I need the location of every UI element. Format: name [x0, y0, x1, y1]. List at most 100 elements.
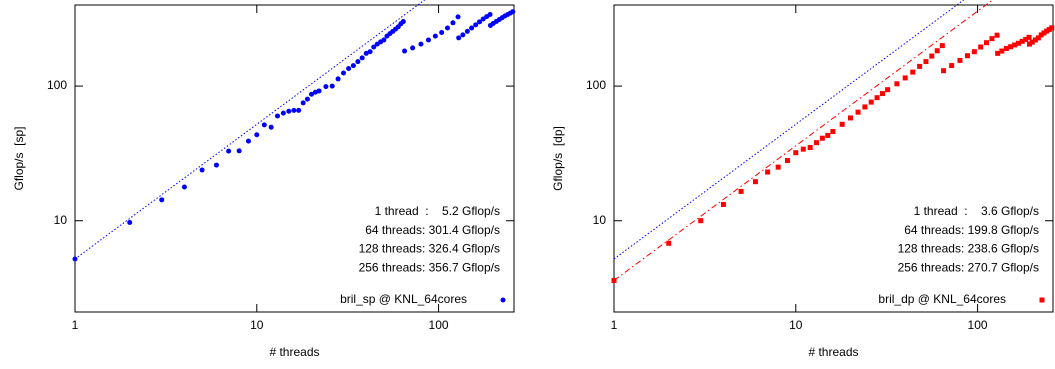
legend-label: bril_sp @ KNL_64cores: [340, 292, 467, 306]
point: [848, 115, 854, 121]
point: [181, 184, 187, 190]
point: [1012, 42, 1018, 48]
y-axis-label: Gflop/s [sp]: [12, 126, 26, 190]
point: [949, 63, 955, 69]
point: [894, 81, 900, 87]
point: [807, 144, 813, 150]
annotation: 1 thread : 3.6 Gflop/s: [914, 204, 1039, 218]
point: [418, 41, 424, 47]
point: [455, 14, 461, 20]
point: [738, 188, 744, 194]
point: [813, 140, 819, 146]
point: [236, 148, 242, 154]
point: [261, 122, 267, 128]
point: [367, 49, 373, 55]
x-tick-label: 10: [250, 318, 264, 332]
point: [341, 70, 347, 76]
annotation: 256 threads: 270.7 Gflop/s: [898, 260, 1039, 274]
point: [839, 121, 845, 127]
point: [1023, 36, 1029, 42]
x-tick-label: 1: [72, 318, 79, 332]
point: [929, 53, 935, 59]
point: [964, 53, 970, 59]
point: [819, 135, 825, 141]
point: [480, 16, 486, 22]
point: [355, 59, 361, 65]
plot-frame: [74, 4, 515, 313]
point: [874, 95, 880, 101]
point: [159, 197, 165, 203]
point: [274, 113, 280, 119]
point: [1016, 40, 1022, 46]
point: [400, 19, 406, 25]
point: [469, 25, 475, 31]
point: [245, 138, 251, 144]
plot-frame: [613, 4, 1054, 313]
point: [127, 220, 133, 226]
point: [1041, 30, 1047, 36]
point: [335, 76, 341, 82]
point: [477, 19, 483, 25]
point: [300, 100, 306, 106]
point: [460, 32, 466, 38]
x-tick-label: 1: [611, 318, 618, 332]
point: [984, 40, 990, 46]
point: [410, 45, 416, 51]
point: [450, 20, 456, 26]
point: [800, 146, 806, 152]
point: [329, 83, 335, 89]
legend-marker: [1039, 297, 1045, 303]
point: [286, 108, 292, 114]
point: [917, 63, 923, 69]
point: [381, 37, 387, 43]
y-axis-label: Gflop/s [dp]: [551, 126, 565, 191]
annotation: 256 threads: 356.7 Gflop/s: [359, 260, 500, 274]
point: [464, 28, 470, 34]
point: [978, 44, 984, 50]
point: [720, 201, 726, 207]
point: [1038, 32, 1044, 38]
point: [1032, 37, 1038, 43]
point: [456, 35, 462, 41]
annotation: 128 threads: 238.6 Gflop/s: [898, 242, 1039, 256]
y-tick-label: 10: [593, 213, 607, 227]
point: [432, 33, 438, 39]
point: [72, 256, 78, 262]
point: [445, 25, 451, 31]
point: [830, 128, 836, 134]
point: [213, 162, 219, 168]
y-tick-label: 100: [586, 78, 606, 92]
point: [350, 63, 356, 69]
point: [1026, 34, 1032, 40]
point: [1026, 41, 1032, 47]
point: [402, 48, 408, 54]
point: [784, 158, 790, 164]
point: [957, 57, 963, 63]
reference-line: [613, 0, 994, 281]
point: [666, 240, 672, 246]
point: [611, 277, 617, 283]
point: [868, 99, 874, 105]
point: [510, 9, 516, 15]
point: [473, 22, 479, 28]
point: [1029, 39, 1035, 45]
point: [994, 32, 1000, 38]
annotation: 1 thread : 5.2 Gflop/s: [375, 204, 500, 218]
legend-marker: [500, 297, 506, 303]
point: [425, 37, 431, 43]
point: [999, 48, 1005, 54]
y-tick-label: 100: [47, 78, 67, 92]
point: [487, 12, 493, 18]
point: [752, 179, 758, 185]
point: [291, 107, 297, 113]
point: [971, 49, 977, 55]
annotation: 128 threads: 326.4 Gflop/s: [359, 242, 500, 256]
point: [934, 48, 940, 54]
x-tick-label: 100: [968, 318, 988, 332]
point: [346, 66, 352, 72]
point: [775, 164, 781, 170]
point: [1008, 44, 1014, 50]
x-axis-label: # threads: [808, 345, 858, 359]
point: [199, 167, 205, 173]
